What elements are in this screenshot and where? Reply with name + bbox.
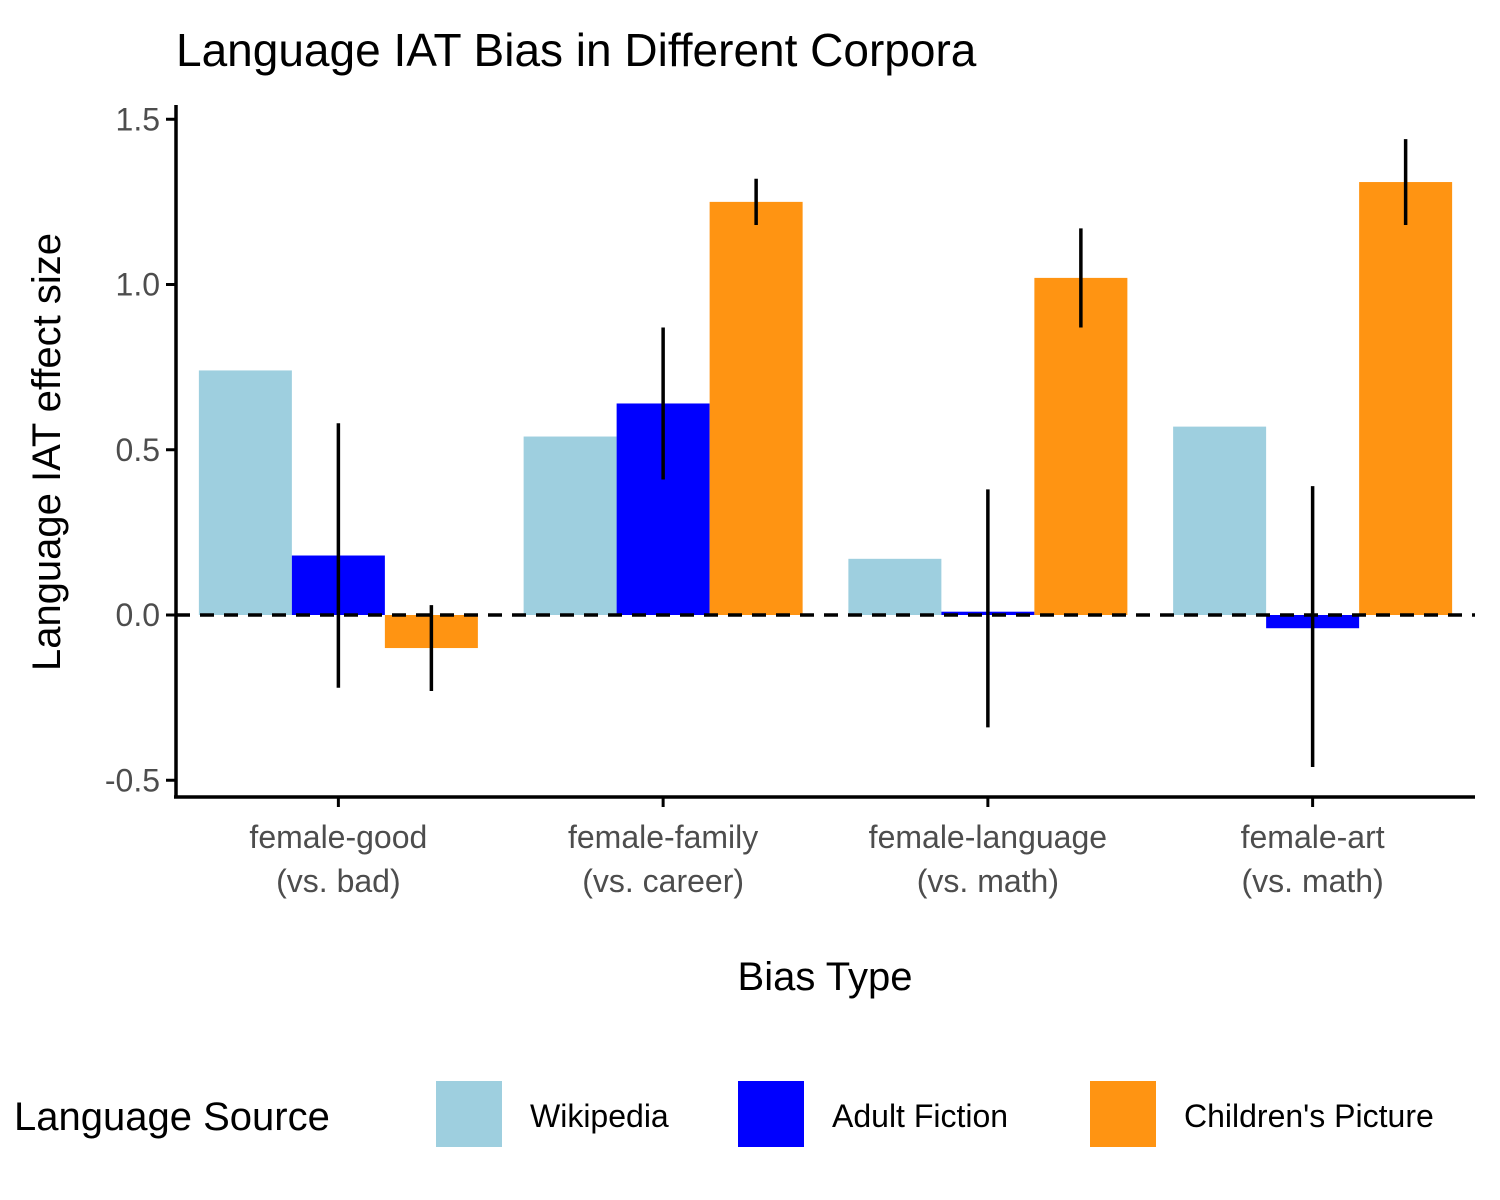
y-tick-label: 1.5 xyxy=(116,101,160,137)
y-tick-label: 0.0 xyxy=(116,597,160,633)
y-tick-label: 1.0 xyxy=(116,267,160,303)
legend-label: Children's Picture xyxy=(1184,1098,1434,1134)
x-tick-label: (vs. math) xyxy=(1242,863,1384,899)
legend-key-2 xyxy=(1090,1081,1156,1147)
bar-children-s-picture-3 xyxy=(1359,182,1453,616)
legend-title: Language Source xyxy=(14,1095,330,1139)
x-tick-label: female-good xyxy=(249,819,427,855)
bar-wikipedia-2 xyxy=(848,558,942,615)
bar-children-s-picture-2 xyxy=(1034,277,1128,615)
bar-wikipedia-3 xyxy=(1173,426,1267,615)
legend-key-0 xyxy=(436,1081,502,1147)
x-tick-label: (vs. math) xyxy=(917,863,1059,899)
legend-key-1 xyxy=(738,1081,804,1147)
y-tick-label: -0.5 xyxy=(105,762,160,798)
chart-title: Language IAT Bias in Different Corpora xyxy=(176,24,977,76)
x-tick-label: female-art xyxy=(1241,819,1385,855)
x-axis-title: Bias Type xyxy=(738,955,913,999)
x-tick-label: female-language xyxy=(869,819,1107,855)
bar-wikipedia-0 xyxy=(198,370,292,615)
legend-label: Adult Fiction xyxy=(832,1098,1008,1134)
y-tick-label: 0.5 xyxy=(116,432,160,468)
x-tick-label: female-family xyxy=(568,819,758,855)
bar-wikipedia-1 xyxy=(523,436,617,615)
x-tick-label: (vs. career) xyxy=(582,863,744,899)
x-tick-label: (vs. bad) xyxy=(276,863,400,899)
bar-children-s-picture-1 xyxy=(709,201,803,615)
y-axis-title: Language IAT effect size xyxy=(25,233,69,671)
legend-label: Wikipedia xyxy=(530,1098,669,1134)
